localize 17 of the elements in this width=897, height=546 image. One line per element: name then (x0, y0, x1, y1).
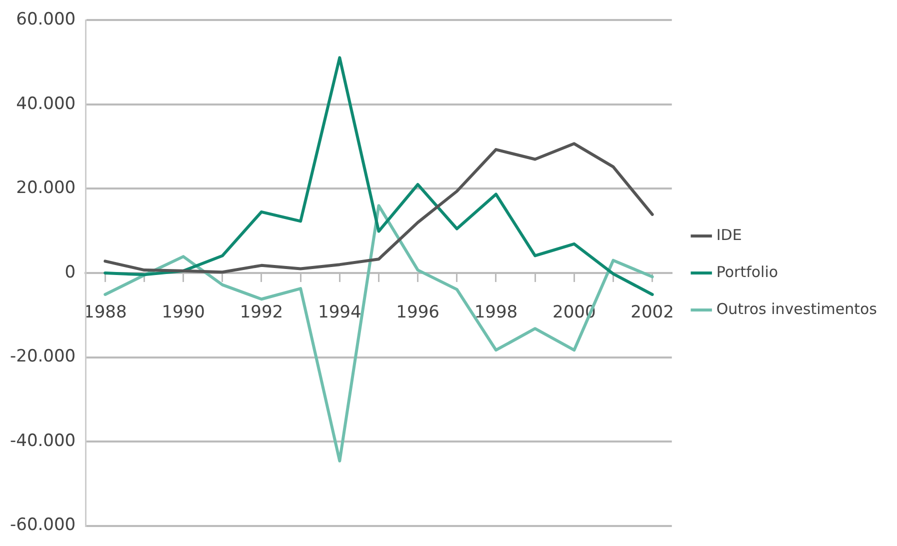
legend-label: IDE (716, 226, 742, 244)
y-tick-label: -20.000 (10, 346, 76, 367)
y-tick-label: 0 (64, 262, 76, 282)
x-tick-label: 1990 (162, 302, 205, 323)
legend-label: Outros investimentos (716, 300, 878, 318)
y-tick-label: 20.000 (16, 178, 76, 198)
x-tick-label: 2002 (630, 302, 674, 323)
y-tick-label: -40.000 (10, 430, 76, 451)
y-tick-label: 40.000 (16, 94, 76, 114)
x-tick-label: 1992 (240, 302, 284, 323)
y-tick-label: 60.000 (16, 10, 76, 30)
y-tick-label: -60.000 (10, 515, 76, 536)
x-tick-label: 1994 (318, 302, 362, 323)
legend-label: Portfolio (716, 262, 778, 281)
x-tick-label: 1998 (474, 302, 518, 323)
x-tick-label: 1988 (84, 302, 127, 323)
x-tick-label: 1996 (396, 302, 440, 323)
